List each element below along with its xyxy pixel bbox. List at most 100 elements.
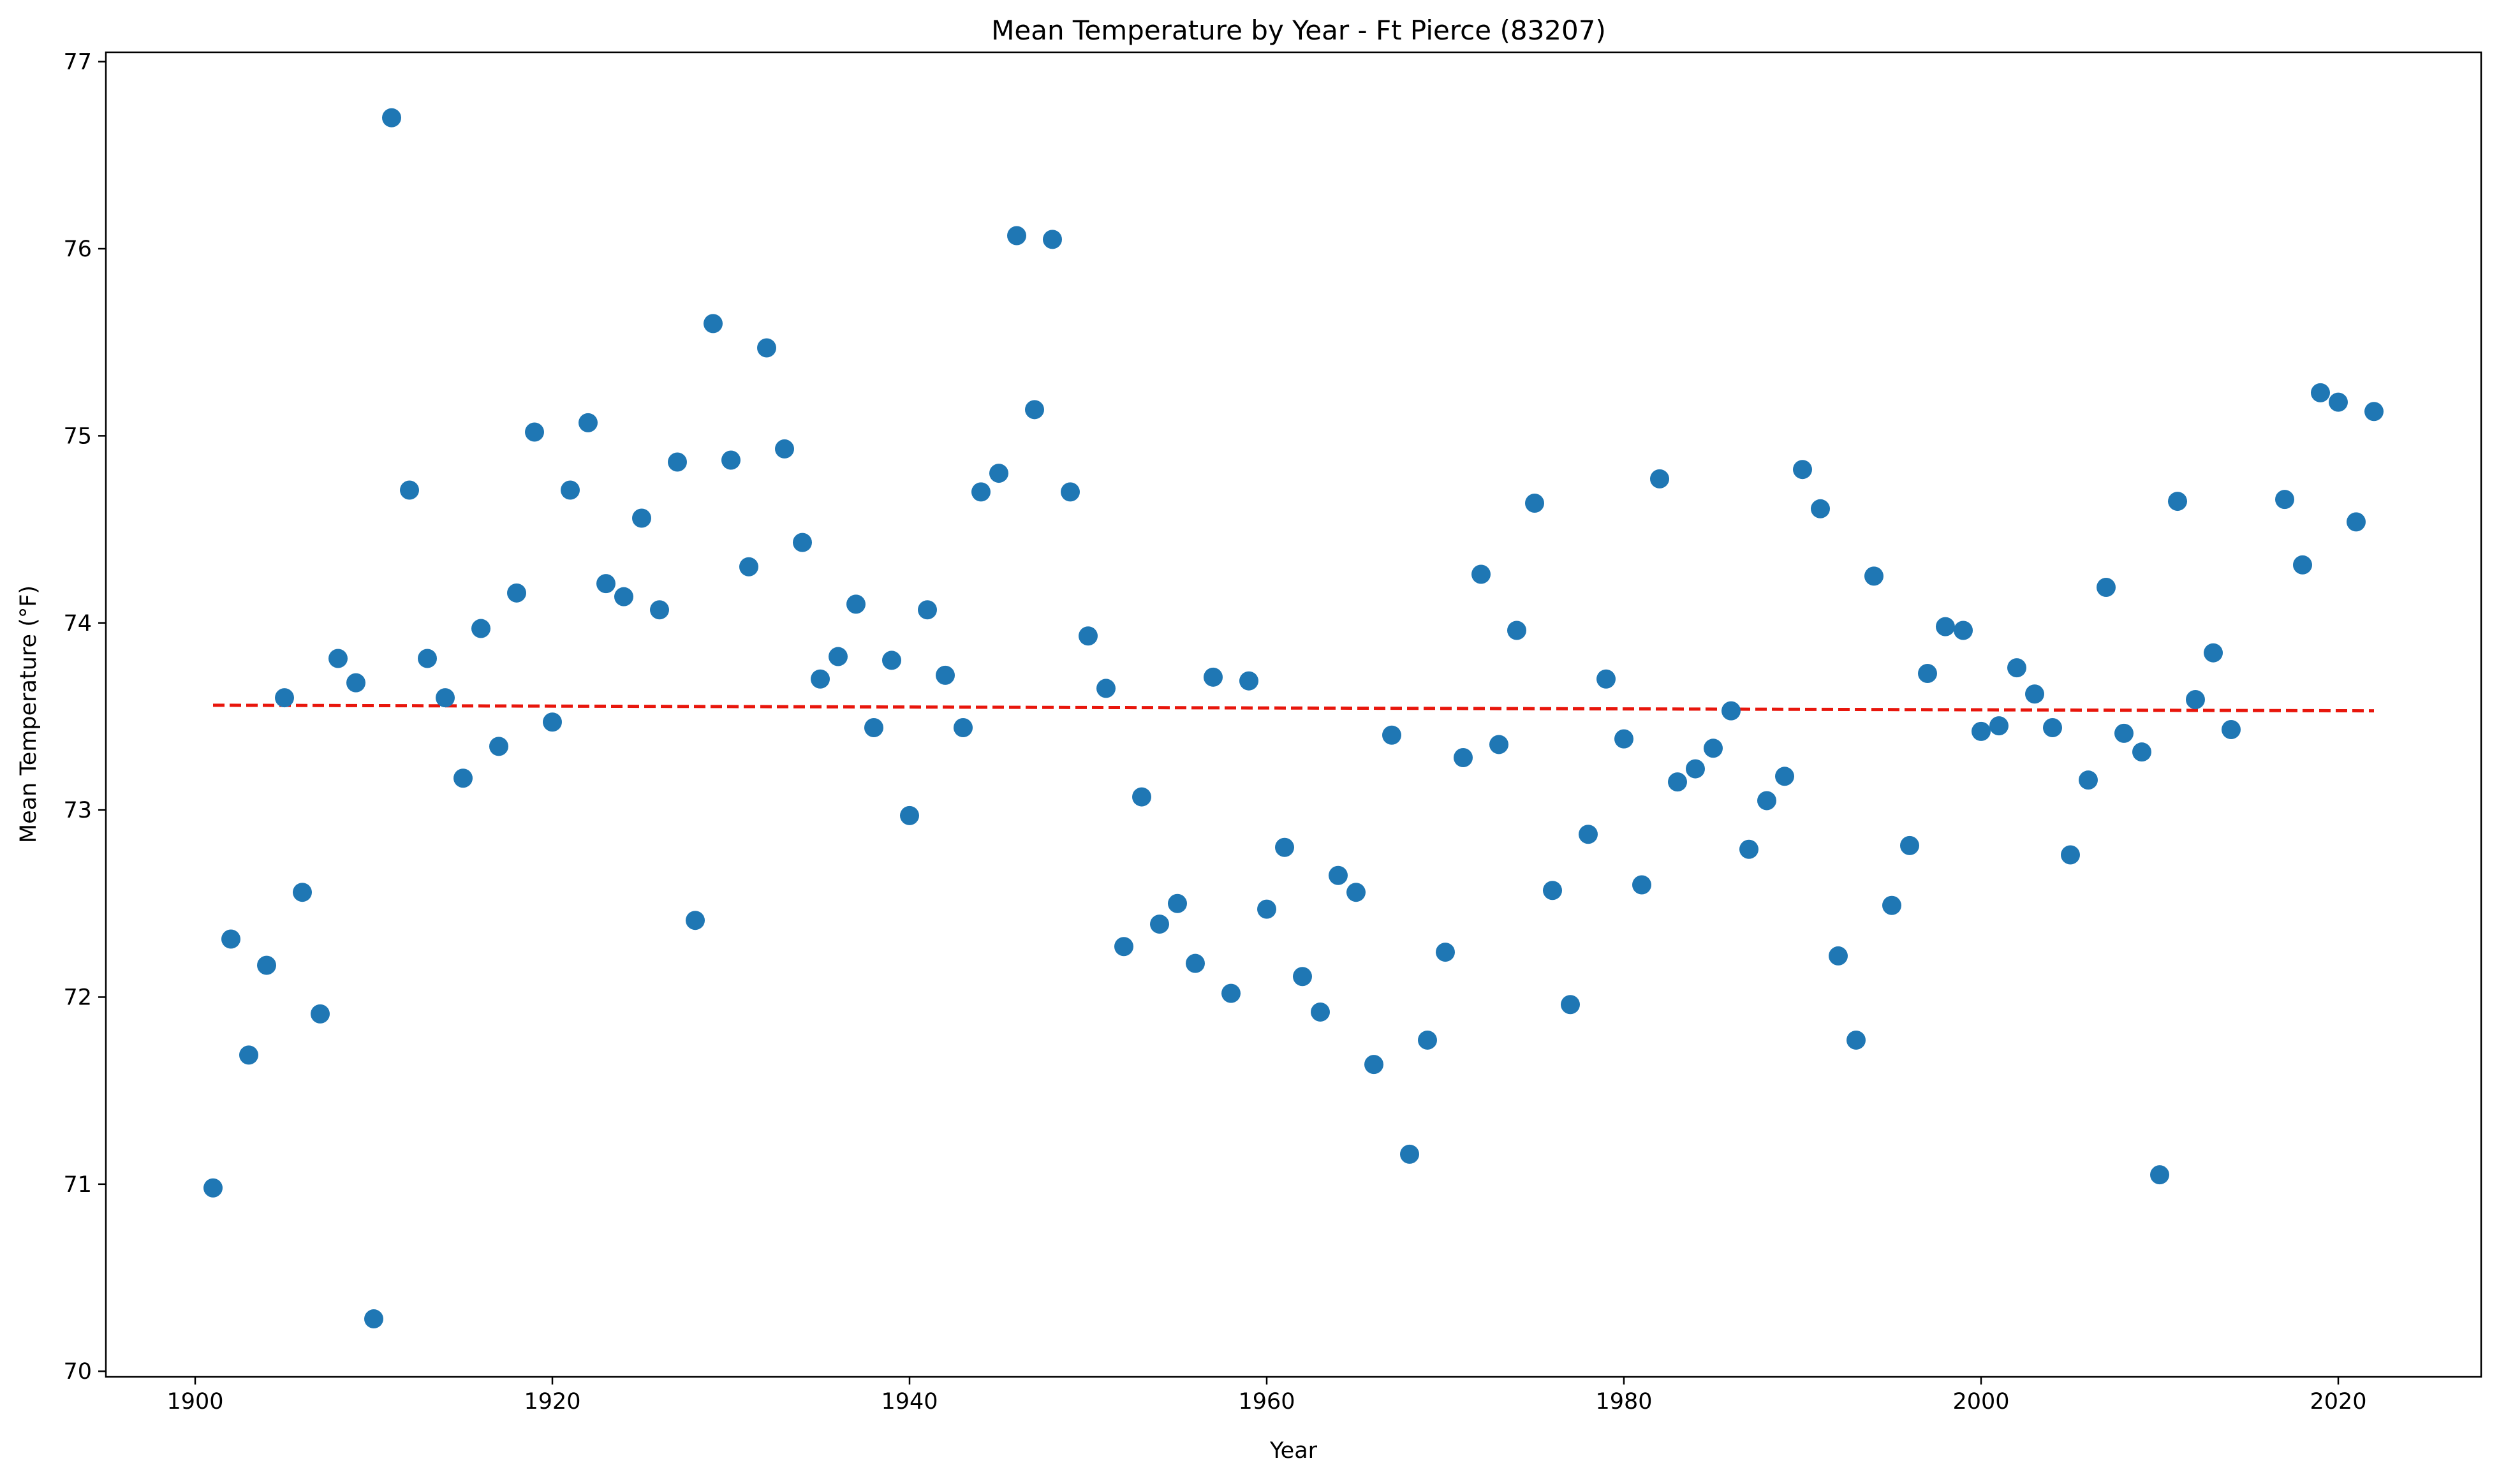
x-tick-label: 1960 xyxy=(1238,1389,1295,1414)
trend-line-layer xyxy=(212,703,2375,713)
data-point xyxy=(2204,643,2223,663)
data-point xyxy=(507,583,526,603)
data-point xyxy=(1972,721,1991,741)
data-point xyxy=(2364,402,2384,422)
data-point xyxy=(1436,943,1455,962)
y-axis-label: Mean Temperature (°F) xyxy=(16,585,41,843)
data-point xyxy=(2061,845,2080,865)
data-point xyxy=(1596,669,1616,689)
y-tick-label: 77 xyxy=(63,50,92,75)
data-point xyxy=(2114,723,2134,743)
data-point xyxy=(1418,1030,1437,1050)
data-point xyxy=(2043,718,2062,738)
data-point xyxy=(579,413,598,432)
data-point xyxy=(1150,915,1169,934)
data-point xyxy=(1525,494,1544,513)
data-point xyxy=(471,619,490,638)
data-point xyxy=(543,712,562,732)
data-point xyxy=(1739,839,1758,859)
data-point xyxy=(1614,729,1633,749)
x-tick-label: 2000 xyxy=(1952,1389,2009,1414)
data-point xyxy=(882,650,901,670)
data-point xyxy=(1132,787,1151,807)
data-point xyxy=(1775,767,1794,786)
data-point xyxy=(1454,747,1473,767)
data-point xyxy=(275,688,294,708)
data-point xyxy=(1025,400,1044,420)
data-point xyxy=(971,482,991,502)
data-point xyxy=(400,480,419,500)
data-point xyxy=(328,649,348,668)
data-point xyxy=(1811,499,1830,518)
data-point xyxy=(1650,469,1669,489)
data-point xyxy=(900,805,919,825)
data-point xyxy=(614,587,633,606)
data-point xyxy=(1507,621,1526,640)
data-point xyxy=(1293,967,1312,987)
data-point xyxy=(1721,701,1741,721)
data-point xyxy=(2222,719,2241,739)
data-point xyxy=(293,883,312,902)
data-point xyxy=(1882,895,1901,915)
plot-frame xyxy=(105,51,2482,1378)
data-point xyxy=(686,911,705,930)
data-point xyxy=(721,450,741,470)
data-point xyxy=(846,594,866,614)
data-point xyxy=(221,929,240,949)
data-point xyxy=(203,1178,223,1198)
data-point xyxy=(561,480,580,500)
data-point xyxy=(2275,490,2294,510)
data-point xyxy=(1864,566,1883,586)
data-point xyxy=(704,314,723,334)
data-point xyxy=(1900,835,1919,855)
data-point xyxy=(864,718,883,738)
y-tick-label: 71 xyxy=(63,1172,92,1198)
data-point xyxy=(1989,716,2009,736)
data-point xyxy=(954,718,973,738)
data-point xyxy=(1329,865,1348,885)
data-point xyxy=(2168,492,2187,511)
data-point xyxy=(382,108,401,128)
data-point xyxy=(1346,883,1366,902)
data-point xyxy=(775,439,794,459)
data-point xyxy=(1382,725,1401,745)
data-point xyxy=(918,600,937,620)
data-point xyxy=(632,508,651,528)
x-tick-label: 2020 xyxy=(2310,1389,2366,1414)
data-point xyxy=(2329,392,2348,412)
data-point xyxy=(989,464,1008,483)
data-point xyxy=(2150,1165,2169,1185)
data-point xyxy=(1186,953,1205,973)
data-point xyxy=(1114,937,1133,957)
data-point xyxy=(1364,1055,1383,1075)
data-point xyxy=(489,737,508,756)
data-point xyxy=(936,665,955,685)
x-axis-label: Year xyxy=(1269,1438,1318,1464)
data-point xyxy=(2347,512,2366,532)
data-point xyxy=(453,768,473,788)
data-point xyxy=(2311,383,2330,402)
y-tick-label: 70 xyxy=(63,1359,92,1385)
data-point xyxy=(1257,899,1276,919)
data-point xyxy=(239,1045,258,1065)
data-point xyxy=(739,557,758,577)
data-point xyxy=(1079,626,1098,646)
axis-ticks: 1900 1920 1940 1960 1980 2000 2020 70 71 72 73 74 75… xyxy=(63,50,2366,1414)
data-point xyxy=(668,452,687,472)
data-point xyxy=(2007,658,2026,678)
data-point xyxy=(1204,667,1223,687)
data-point xyxy=(1168,893,1187,913)
data-point xyxy=(1668,772,1687,792)
data-point xyxy=(2025,684,2044,704)
data-point xyxy=(2293,555,2312,575)
x-tick-label: 1940 xyxy=(881,1389,938,1414)
data-point xyxy=(1686,759,1705,779)
data-point xyxy=(1471,564,1491,584)
data-point xyxy=(2132,742,2151,762)
data-point xyxy=(1043,230,1062,249)
data-point xyxy=(793,533,812,552)
data-point xyxy=(1275,837,1294,857)
x-tick-label: 1900 xyxy=(166,1389,223,1414)
data-point xyxy=(1311,1002,1330,1022)
y-tick-label: 76 xyxy=(63,237,92,262)
